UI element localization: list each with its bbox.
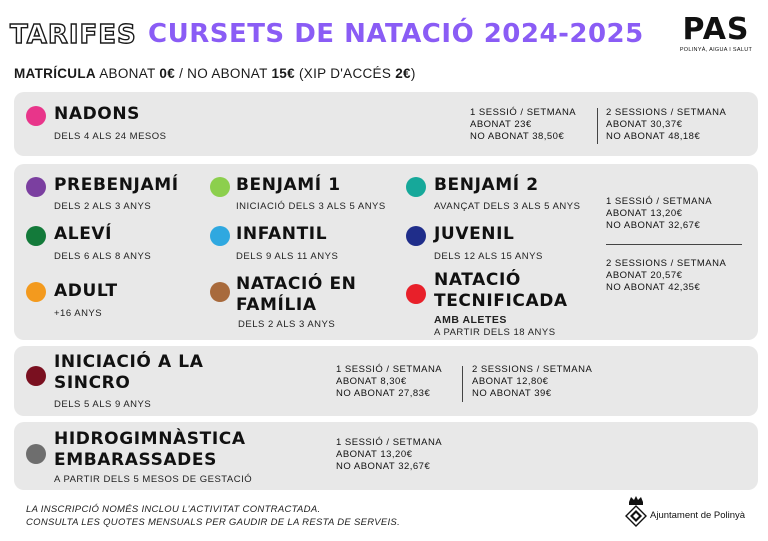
price-abonat: ABONAT 13,20€ (606, 208, 683, 219)
price-no-abonat: NO ABONAT 48,18€ (606, 131, 701, 142)
pas-logo-subtitle: POLINYÀ, AIGUA I SALUT (679, 47, 753, 53)
price-sessions: 1 SESSIÓ / SETMANA (336, 364, 443, 375)
matricula-xip-price: 2€ (395, 66, 411, 81)
benjami1-age: INICIACIÓ DELS 3 ALS 5 ANYS (236, 201, 386, 212)
matricula-no-abonat-price: 15€ (271, 66, 295, 81)
adult-title: ADULT (54, 281, 118, 301)
hidro-card: HIDROGIMNÀSTICA EMBARASSADES A PARTIR DE… (14, 422, 758, 490)
matricula-label: MATRÍCULA (14, 66, 96, 81)
infantil-dot (210, 226, 230, 246)
ajuntament-logo: Ajuntament de Polinyà (624, 494, 764, 530)
price-no-abonat: NO ABONAT 32,67€ (336, 461, 431, 472)
price-abonat: ABONAT 30,37€ (606, 119, 683, 130)
matricula-xip-close: ) (410, 66, 416, 81)
tarifes-title: TARIFES (9, 19, 137, 50)
footer-line-2: CONSULTA LES QUOTES MENSUALS PER GAUDIR … (26, 517, 401, 528)
price-abonat: ABONAT 13,20€ (336, 449, 413, 460)
sincro-price-1-session: 1 SESSIÓ / SETMANA ABONAT 8,30€ NO ABONA… (336, 364, 442, 400)
sincro-card: INICIACIÓ A LA SINCRO DELS 5 ALS 9 ANYS … (14, 346, 758, 416)
hidro-age: A PARTIR DELS 5 MESOS DE GESTACIÓ (54, 474, 253, 485)
benjami1-dot (210, 177, 230, 197)
price-sessions: 1 SESSIÓ / SETMANA (470, 107, 577, 118)
tecnificada-sub: AMB ALETES (434, 314, 507, 326)
divider (597, 108, 598, 144)
price-abonat: ABONAT 23€ (470, 119, 532, 130)
matricula-no-abonat: NO ABONAT (187, 66, 268, 81)
benjami2-age: AVANÇAT DELS 3 ALS 5 ANYS (434, 201, 581, 212)
sincro-price-2-sessions: 2 SESSIONS / SETMANA ABONAT 12,80€ NO AB… (472, 364, 592, 400)
familia-dot (210, 282, 230, 302)
infantil-title: INFANTIL (236, 224, 328, 244)
price-no-abonat: NO ABONAT 32,67€ (606, 220, 701, 231)
juvenil-age: DELS 12 ALS 15 ANYS (434, 251, 543, 262)
groups-card: PREBENJAMÍ DELS 2 ALS 3 ANYS BENJAMÍ 1 I… (14, 164, 758, 340)
hidro-title: HIDROGIMNÀSTICA EMBARASSADES (54, 429, 246, 470)
price-no-abonat: NO ABONAT 42,35€ (606, 282, 701, 293)
tecnificada-age: A PARTIR DELS 18 ANYS (434, 327, 556, 338)
price-abonat: ABONAT 20,57€ (606, 270, 683, 281)
prebenjami-title: PREBENJAMÍ (54, 175, 179, 195)
header: TARIFES CURSETS DE NATACIÓ 2024-2025 PAS… (9, 14, 758, 54)
price-abonat: ABONAT 8,30€ (336, 376, 407, 387)
matricula-abonat: ABONAT (99, 66, 156, 81)
matricula-xip: (XIP D'ACCÉS (298, 66, 392, 81)
matricula-line: MATRÍCULA ABONAT 0€ / NO ABONAT 15€ (XIP… (14, 66, 416, 81)
tecnificada-dot (406, 284, 426, 304)
groups-price-1-session: 1 SESSIÓ / SETMANA ABONAT 13,20€ NO ABON… (606, 196, 712, 232)
ajuntament-label: Ajuntament de Polinyà (650, 510, 746, 521)
benjami2-dot (406, 177, 426, 197)
alevi-title: ALEVÍ (54, 224, 113, 244)
matricula-separator: / (175, 66, 188, 81)
hidro-dot (26, 444, 46, 464)
price-abonat: ABONAT 12,80€ (472, 376, 549, 387)
price-sessions: 2 SESSIONS / SETMANA (606, 258, 727, 269)
price-sessions: 1 SESSIÓ / SETMANA (336, 437, 443, 448)
nadons-card: NADONS DELS 4 ALS 24 MESOS 1 SESSIÓ / SE… (14, 92, 758, 156)
adult-age: +16 ANYS (54, 308, 103, 319)
price-no-abonat: NO ABONAT 39€ (472, 388, 552, 399)
benjami2-title: BENJAMÍ 2 (434, 175, 539, 195)
sincro-age: DELS 5 ALS 9 ANYS (54, 399, 152, 410)
familia-title: NATACIÓ EN FAMÍLIA (236, 274, 357, 315)
price-sessions: 2 SESSIONS / SETMANA (606, 107, 727, 118)
infantil-age: DELS 9 ALS 11 ANYS (236, 251, 339, 262)
pas-logo: PAS POLINYÀ, AIGUA I SALUT (678, 14, 754, 58)
prebenjami-dot (26, 177, 46, 197)
nadons-title: NADONS (54, 104, 141, 124)
nadons-price-1-session: 1 SESSIÓ / SETMANA ABONAT 23€ NO ABONAT … (470, 107, 576, 143)
page-title: CURSETS DE NATACIÓ 2024-2025 (148, 19, 644, 49)
divider (606, 244, 742, 245)
adult-dot (26, 282, 46, 302)
sincro-title: INICIACIÓ A LA SINCRO (54, 352, 204, 393)
footer-line-1: LA INSCRIPCIÓ NOMÉS INCLOU L'ACTIVITAT C… (26, 504, 321, 515)
nadons-price-2-sessions: 2 SESSIONS / SETMANA ABONAT 30,37€ NO AB… (606, 107, 726, 143)
coat-of-arms-icon (625, 496, 647, 527)
price-no-abonat: NO ABONAT 38,50€ (470, 131, 565, 142)
matricula-abonat-price: 0€ (159, 66, 176, 81)
groups-price-2-sessions: 2 SESSIONS / SETMANA ABONAT 20,57€ NO AB… (606, 258, 726, 294)
hidro-price-1-session: 1 SESSIÓ / SETMANA ABONAT 13,20€ NO ABON… (336, 437, 442, 473)
nadons-dot (26, 106, 46, 126)
alevi-dot (26, 226, 46, 246)
juvenil-title: JUVENIL (434, 224, 515, 244)
price-no-abonat: NO ABONAT 27,83€ (336, 388, 431, 399)
price-sessions: 1 SESSIÓ / SETMANA (606, 196, 713, 207)
sincro-dot (26, 366, 46, 386)
footer-note: LA INSCRIPCIÓ NOMÉS INCLOU L'ACTIVITAT C… (26, 503, 400, 529)
juvenil-dot (406, 226, 426, 246)
pas-logo-text: PAS (682, 12, 750, 47)
price-sessions: 2 SESSIONS / SETMANA (472, 364, 593, 375)
divider (462, 366, 463, 402)
familia-age: DELS 2 ALS 3 ANYS (238, 319, 336, 330)
nadons-age: DELS 4 ALS 24 MESOS (54, 131, 167, 142)
prebenjami-age: DELS 2 ALS 3 ANYS (54, 201, 152, 212)
alevi-age: DELS 6 ALS 8 ANYS (54, 251, 152, 262)
benjami1-title: BENJAMÍ 1 (236, 175, 341, 195)
tecnificada-title: NATACIÓ TECNIFICADA (434, 270, 568, 311)
